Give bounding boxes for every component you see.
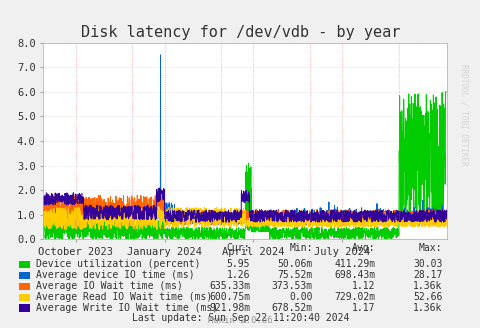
Text: 373.53m: 373.53m <box>271 281 312 291</box>
Text: Avg:: Avg: <box>351 243 374 253</box>
Text: Average Write IO Wait time (ms): Average Write IO Wait time (ms) <box>36 303 218 313</box>
Text: Munin 2.0.66: Munin 2.0.66 <box>208 317 272 325</box>
Text: Device utilization (percent): Device utilization (percent) <box>36 259 200 269</box>
Text: Cur:: Cur: <box>226 243 250 253</box>
Text: Average Read IO Wait time (ms): Average Read IO Wait time (ms) <box>36 292 212 302</box>
Text: Disk latency for /dev/vdb - by year: Disk latency for /dev/vdb - by year <box>81 25 399 40</box>
Text: 921.98m: 921.98m <box>209 303 250 313</box>
Text: Min:: Min: <box>288 243 312 253</box>
Text: 5.95: 5.95 <box>226 259 250 269</box>
Text: 28.17: 28.17 <box>412 270 442 280</box>
Text: Average device IO time (ms): Average device IO time (ms) <box>36 270 194 280</box>
Text: 600.75m: 600.75m <box>209 292 250 302</box>
Text: 1.36k: 1.36k <box>412 303 442 313</box>
Text: Average IO Wait time (ms): Average IO Wait time (ms) <box>36 281 182 291</box>
Text: 52.66: 52.66 <box>412 292 442 302</box>
Text: RRDTOOL / TOBI OETIKER: RRDTOOL / TOBI OETIKER <box>459 64 468 166</box>
Text: 635.33m: 635.33m <box>209 281 250 291</box>
Text: 1.36k: 1.36k <box>412 281 442 291</box>
Text: 729.02m: 729.02m <box>334 292 374 302</box>
Text: 1.12: 1.12 <box>351 281 374 291</box>
Text: 698.43m: 698.43m <box>334 270 374 280</box>
Text: Last update: Sun Sep 22 11:20:40 2024: Last update: Sun Sep 22 11:20:40 2024 <box>132 313 348 323</box>
Text: 50.06m: 50.06m <box>277 259 312 269</box>
Text: 75.52m: 75.52m <box>277 270 312 280</box>
Text: 1.26: 1.26 <box>226 270 250 280</box>
Text: 30.03: 30.03 <box>412 259 442 269</box>
Text: 411.29m: 411.29m <box>334 259 374 269</box>
Text: Max:: Max: <box>418 243 442 253</box>
Text: 678.52m: 678.52m <box>271 303 312 313</box>
Text: 0.00: 0.00 <box>288 292 312 302</box>
Text: 1.17: 1.17 <box>351 303 374 313</box>
